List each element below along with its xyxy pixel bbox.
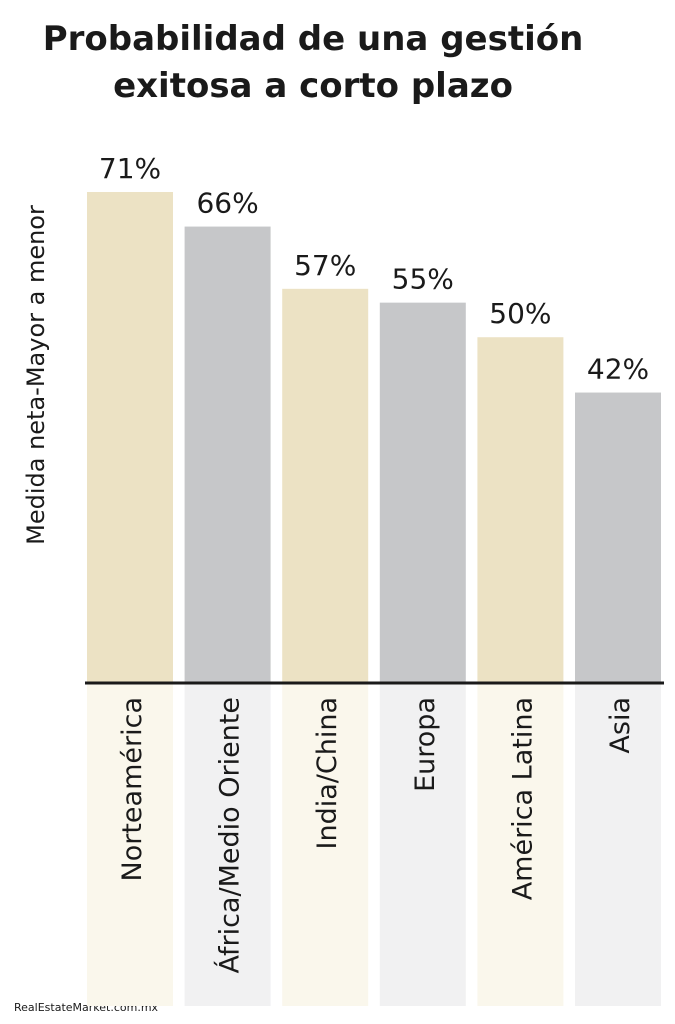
category-panel <box>282 683 369 1006</box>
value-label: 66% <box>196 187 258 220</box>
x-tick-label: Europa <box>410 697 441 792</box>
y-axis-label: Medida neta-Mayor a menor <box>22 205 50 545</box>
value-label: 50% <box>489 297 551 330</box>
value-label: 57% <box>294 249 356 282</box>
x-tick-label: América Latina <box>507 697 538 900</box>
bar <box>575 392 661 683</box>
x-tick-label: India/China <box>312 697 343 849</box>
bar <box>379 302 466 683</box>
value-label: 71% <box>99 152 161 185</box>
category-panel <box>575 683 661 1006</box>
category-panel <box>87 683 173 1006</box>
x-tick-label: África/Medio Oriente <box>214 697 246 974</box>
category-panel <box>379 683 466 1006</box>
chart-title: exitosa a corto plazo <box>113 66 513 106</box>
value-label: 55% <box>392 263 454 296</box>
chart-title: Probabilidad de una gestión <box>43 19 584 59</box>
x-tick-label: Norteamérica <box>117 697 148 881</box>
bar <box>184 226 271 684</box>
bar <box>477 337 564 683</box>
x-tick-label: Asia <box>605 697 636 754</box>
bar <box>87 192 173 683</box>
category-panel <box>477 683 564 1006</box>
category-panel <box>184 683 271 1006</box>
value-label: 42% <box>587 353 649 386</box>
bar <box>282 288 369 683</box>
